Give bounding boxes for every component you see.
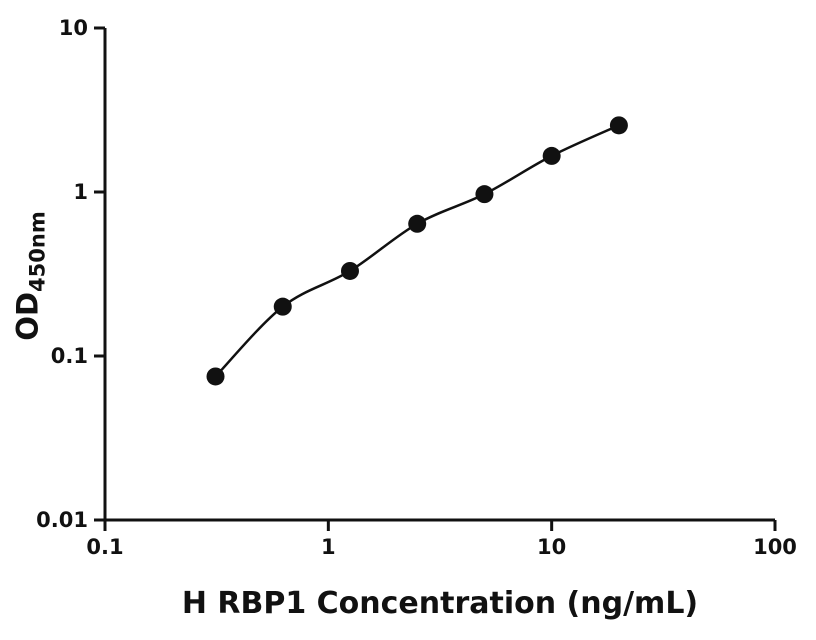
- data-point: [273, 297, 292, 316]
- data-point: [609, 116, 628, 135]
- x-tick-label: 10: [537, 535, 566, 559]
- standard-curve-line: [214, 124, 620, 378]
- y-tick-label: 1: [73, 180, 88, 204]
- data-point: [408, 214, 427, 233]
- y-axis-title: OD450nm: [11, 211, 50, 340]
- x-tick-label: 1: [321, 535, 336, 559]
- data-point: [475, 185, 494, 204]
- x-axis-title: H RBP1 Concentration (ng/mL): [181, 586, 699, 621]
- y-tick-label: 10: [59, 16, 88, 40]
- y-tick-label: 0.01: [36, 508, 88, 532]
- x-tick-label: 0.1: [86, 535, 123, 559]
- od-subscript-label: 450nm: [25, 211, 50, 292]
- data-point: [542, 146, 561, 165]
- data-point: [206, 367, 225, 386]
- y-tick-label: 0.1: [51, 344, 88, 368]
- od-label: OD: [10, 291, 45, 341]
- x-tick-label: 100: [753, 535, 797, 559]
- data-point: [340, 261, 359, 280]
